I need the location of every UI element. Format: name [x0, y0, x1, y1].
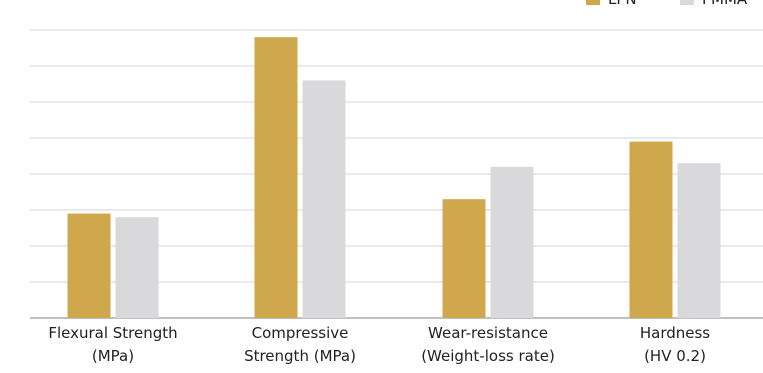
x-tick-label-3-1: (HV 0.2): [644, 347, 706, 365]
legend-label-pmma: PMMA: [702, 0, 748, 8]
x-tick-label-2-1: (Weight-loss rate): [421, 347, 555, 365]
bar-lpn-3: [629, 141, 673, 318]
legend: LPN PMMA: [586, 0, 748, 8]
x-tick-label-0-1: (MPa): [92, 347, 134, 365]
legend-swatch-lpn: [586, 0, 600, 5]
x-tick-label-1-0: Compressive: [252, 324, 349, 342]
bar-pmma-1: [302, 80, 346, 319]
bar-lpn-2: [442, 199, 486, 318]
x-tick-label-3-0: Hardness: [640, 324, 710, 342]
x-tick-label-2-0: Wear-resistance: [428, 324, 548, 342]
bar-pmma-0: [115, 217, 159, 318]
legend-swatch-pmma: [680, 0, 694, 5]
legend-label-lpn: LPN: [608, 0, 637, 8]
bar-lpn-1: [254, 37, 298, 318]
bars: [67, 37, 721, 319]
x-tick-label-1-1: Strength (MPa): [244, 347, 356, 365]
bar-lpn-0: [67, 213, 111, 318]
x-tick-label-0-0: Flexural Strength: [48, 324, 177, 342]
x-axis-labels: Flexural Strength (MPa) Compressive Strengt…: [48, 324, 710, 365]
bar-pmma-2: [490, 166, 534, 318]
bar-pmma-3: [677, 163, 721, 318]
